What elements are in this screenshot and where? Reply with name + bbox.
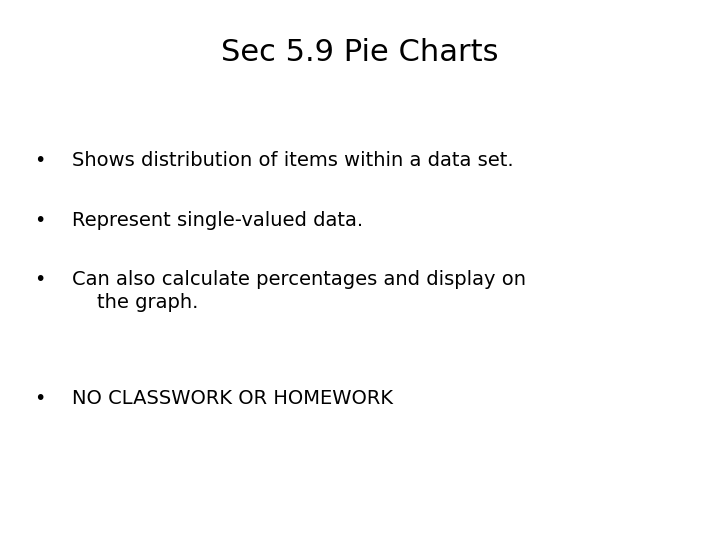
Text: •: • <box>34 151 45 170</box>
Text: Represent single-valued data.: Represent single-valued data. <box>72 211 363 229</box>
Text: •: • <box>34 270 45 289</box>
Text: NO CLASSWORK OR HOMEWORK: NO CLASSWORK OR HOMEWORK <box>72 389 393 408</box>
Text: •: • <box>34 389 45 408</box>
Text: Can also calculate percentages and display on
    the graph.: Can also calculate percentages and displ… <box>72 270 526 313</box>
Text: Shows distribution of items within a data set.: Shows distribution of items within a dat… <box>72 151 513 170</box>
Text: Sec 5.9 Pie Charts: Sec 5.9 Pie Charts <box>221 38 499 67</box>
Text: •: • <box>34 211 45 229</box>
